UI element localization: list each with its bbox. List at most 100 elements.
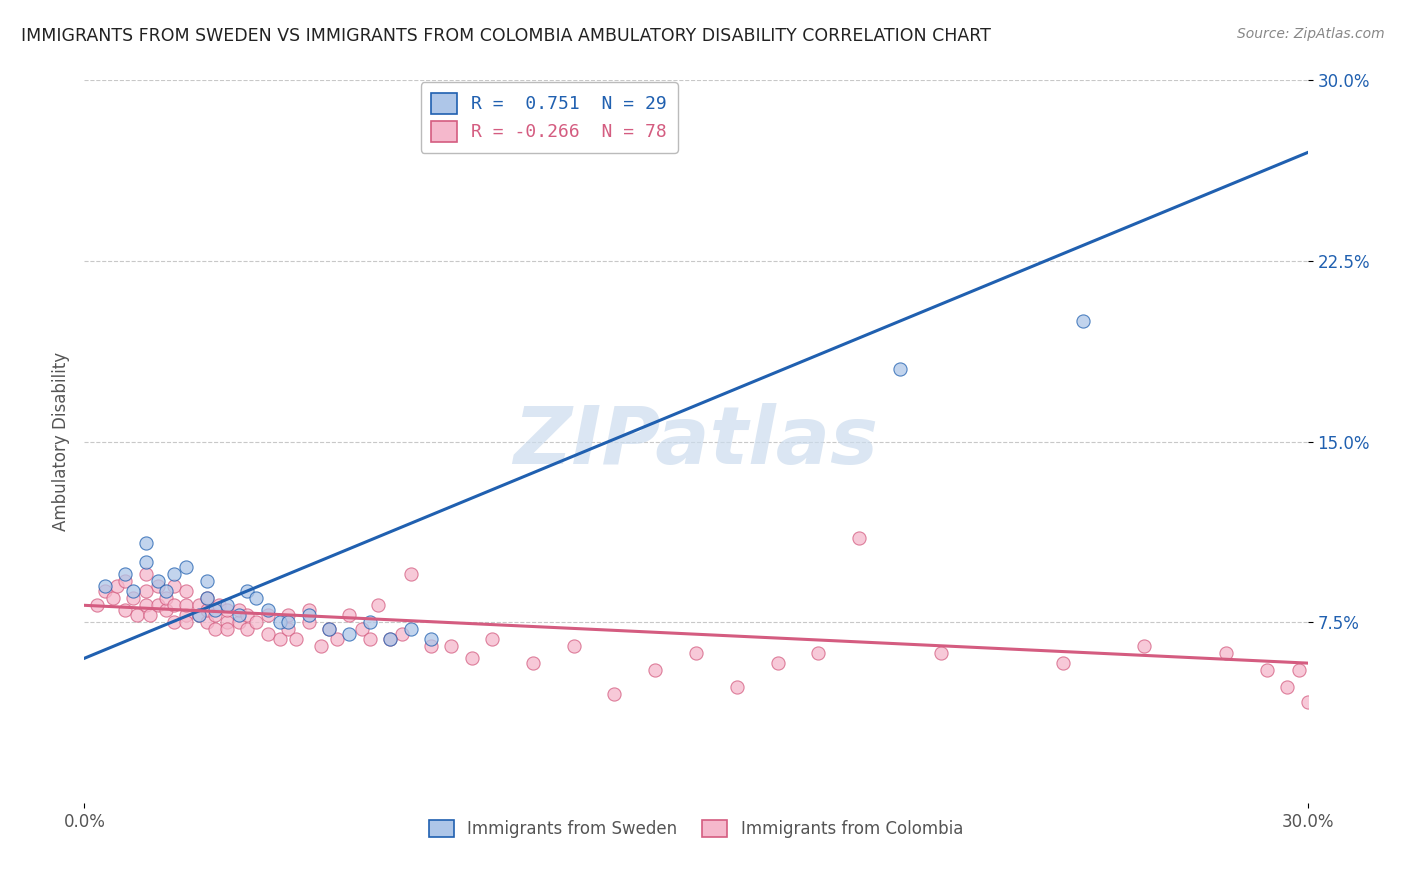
Point [562,639,585,653]
Point [766,656,789,670]
Point [204,623,226,637]
Point [929,647,952,661]
Point [187,599,209,613]
Point [163,579,186,593]
Point [146,574,169,589]
Point [1215,647,1237,661]
Point [1296,695,1319,709]
Text: ZIPatlas: ZIPatlas [513,402,879,481]
Point [146,599,169,613]
Point [217,599,239,613]
Point [135,583,157,598]
Point [114,574,136,589]
Point [269,615,291,630]
Point [217,623,239,637]
Point [236,623,259,637]
Point [187,607,209,622]
Point [257,607,280,622]
Point [245,591,267,605]
Point [399,623,422,637]
Point [889,362,911,376]
Point [277,615,299,630]
Point [440,639,463,653]
Point [318,623,340,637]
Point [399,567,422,582]
Point [359,632,381,646]
Y-axis label: Ambulatory Disability: Ambulatory Disability [52,352,70,531]
Point [1256,664,1278,678]
Point [174,559,197,574]
Point [127,607,149,622]
Point [155,603,177,617]
Point [359,615,381,630]
Point [461,651,484,665]
Point [1277,680,1299,694]
Point [391,627,413,641]
Point [326,632,349,646]
Point [155,583,177,598]
Point [174,615,197,630]
Point [269,632,291,646]
Point [174,583,197,598]
Point [277,623,299,637]
Point [603,687,626,701]
Point [367,599,389,613]
Point [105,579,128,593]
Point [228,603,250,617]
Point [86,599,108,613]
Point [236,607,259,622]
Point [155,591,177,605]
Point [122,591,145,605]
Point [195,574,218,589]
Point [101,591,124,605]
Point [380,632,402,646]
Point [285,632,308,646]
Point [420,632,443,646]
Point [1133,639,1156,653]
Point [114,567,136,582]
Point [228,615,250,630]
Point [298,615,321,630]
Point [1073,314,1095,328]
Point [257,627,280,641]
Point [522,656,544,670]
Point [138,607,160,622]
Point [257,603,280,617]
Point [93,579,115,593]
Point [298,603,321,617]
Point [1052,656,1074,670]
Point [135,535,157,549]
Legend: Immigrants from Sweden, Immigrants from Colombia: Immigrants from Sweden, Immigrants from … [422,814,970,845]
Point [146,579,169,593]
Point [685,647,707,661]
Point [195,615,218,630]
Point [187,607,209,622]
Point [1288,664,1310,678]
Point [135,555,157,569]
Point [195,591,218,605]
Point [725,680,748,694]
Point [174,599,197,613]
Point [644,664,666,678]
Text: Source: ZipAtlas.com: Source: ZipAtlas.com [1237,27,1385,41]
Point [208,599,231,613]
Point [236,583,259,598]
Point [277,607,299,622]
Point [318,623,340,637]
Point [848,531,870,545]
Point [350,623,373,637]
Point [309,639,332,653]
Point [93,583,115,598]
Point [380,632,402,646]
Point [420,639,443,653]
Point [163,615,186,630]
Point [195,603,218,617]
Point [217,603,239,617]
Point [228,607,250,622]
Point [135,567,157,582]
Point [339,627,361,641]
Point [195,591,218,605]
Point [298,607,321,622]
Point [204,603,226,617]
Point [135,599,157,613]
